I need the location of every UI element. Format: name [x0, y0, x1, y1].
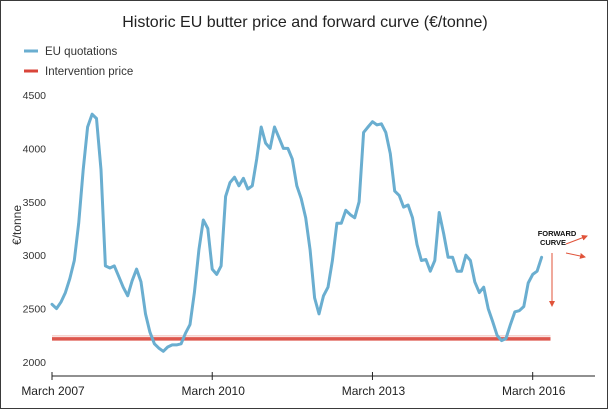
annotation-arrow-right-lower — [565, 252, 586, 259]
series-layer — [50, 112, 551, 353]
y-tick-label: 3500 — [23, 197, 47, 209]
chart-title: Historic EU butter price and forward cur… — [122, 14, 487, 31]
x-tick-label: March 2013 — [342, 384, 406, 398]
x-tick-label: March 2010 — [182, 384, 246, 398]
annotation-text: FORWARD — [538, 229, 577, 238]
y-tick-label: 4500 — [23, 90, 47, 102]
legend-label-intervention-price: Intervention price — [45, 66, 133, 78]
x-tick-label: March 2016 — [502, 384, 566, 398]
y-axis-label: €/tonne — [10, 205, 24, 245]
legend-label-eu-quotations: EU quotations — [45, 46, 117, 58]
series-eu-quotations-line — [50, 112, 544, 353]
legend: EU quotations Intervention price — [24, 46, 133, 78]
annotation-arrow-right-upper — [565, 234, 588, 245]
y-tick-label: 4000 — [23, 143, 47, 155]
y-tick-label: 2500 — [23, 304, 47, 316]
y-axis-ticks: 2000 2500 3000 3500 4000 4500 — [23, 90, 47, 369]
y-tick-label: 2000 — [23, 357, 47, 369]
y-tick-label: 3000 — [23, 250, 47, 262]
x-axis: March 2007 March 2010 March 2013 March 2016 — [21, 372, 595, 398]
x-tick-label: March 2007 — [21, 384, 85, 398]
annotation-text: CURVE — [540, 238, 566, 247]
